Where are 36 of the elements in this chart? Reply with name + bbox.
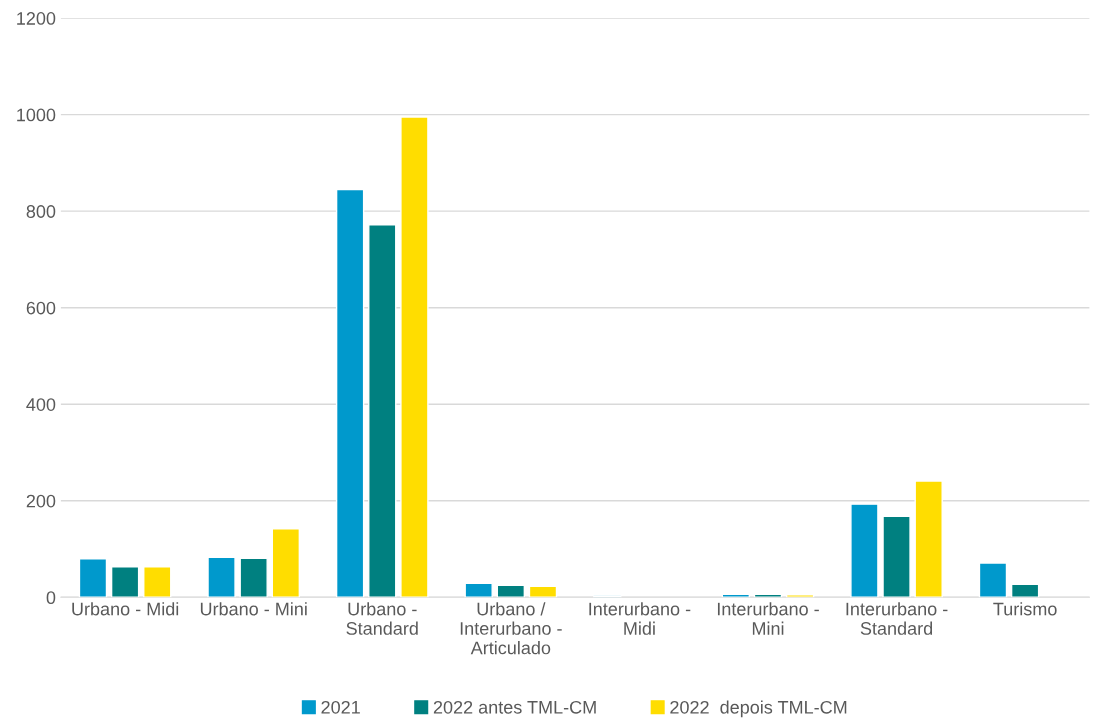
y-tick-label: 1200 bbox=[17, 12, 56, 25]
x-tick-label: Urbano - Mini bbox=[200, 602, 307, 616]
bar bbox=[335, 188, 365, 598]
x-tick-label: Interurbano - Midi bbox=[589, 602, 691, 635]
x-tick-label: Interurbano - Standard bbox=[846, 602, 948, 635]
y-tick-label: 600 bbox=[26, 301, 56, 315]
x-tick-label: Turismo bbox=[993, 602, 1057, 616]
bar bbox=[914, 480, 943, 598]
legend-label: 2022 depois TML-CM bbox=[670, 700, 847, 718]
legend-label: 2022 antes TML-CM bbox=[433, 700, 596, 714]
x-tick-label: Interurbano - Mini bbox=[717, 602, 819, 635]
bar bbox=[110, 566, 140, 598]
bar bbox=[850, 503, 879, 598]
bar bbox=[496, 584, 526, 598]
bar bbox=[785, 594, 815, 598]
bar bbox=[207, 556, 236, 598]
bar bbox=[143, 566, 172, 598]
bar bbox=[239, 557, 268, 598]
legend-label: 2021 bbox=[321, 700, 360, 714]
x-tick-label: Urbano / Interurbano - Articulado bbox=[460, 602, 562, 655]
y-tick-label: 800 bbox=[26, 205, 56, 218]
bar bbox=[528, 585, 558, 598]
bar bbox=[78, 557, 108, 598]
y-tick-label: 400 bbox=[26, 398, 56, 411]
bar bbox=[271, 528, 301, 598]
bar bbox=[368, 223, 397, 598]
x-tick-label: Urbano - Standard bbox=[346, 602, 418, 635]
y-tick-label: 200 bbox=[26, 494, 56, 508]
y-tick-label: 1000 bbox=[17, 108, 56, 122]
bar bbox=[464, 582, 493, 598]
x-tick-label: Urbano - Midi bbox=[72, 602, 179, 616]
bar bbox=[1010, 583, 1040, 598]
y-tick-label: 0 bbox=[46, 591, 56, 605]
bar bbox=[882, 515, 911, 598]
bar bbox=[978, 562, 1008, 598]
bar bbox=[400, 116, 429, 598]
